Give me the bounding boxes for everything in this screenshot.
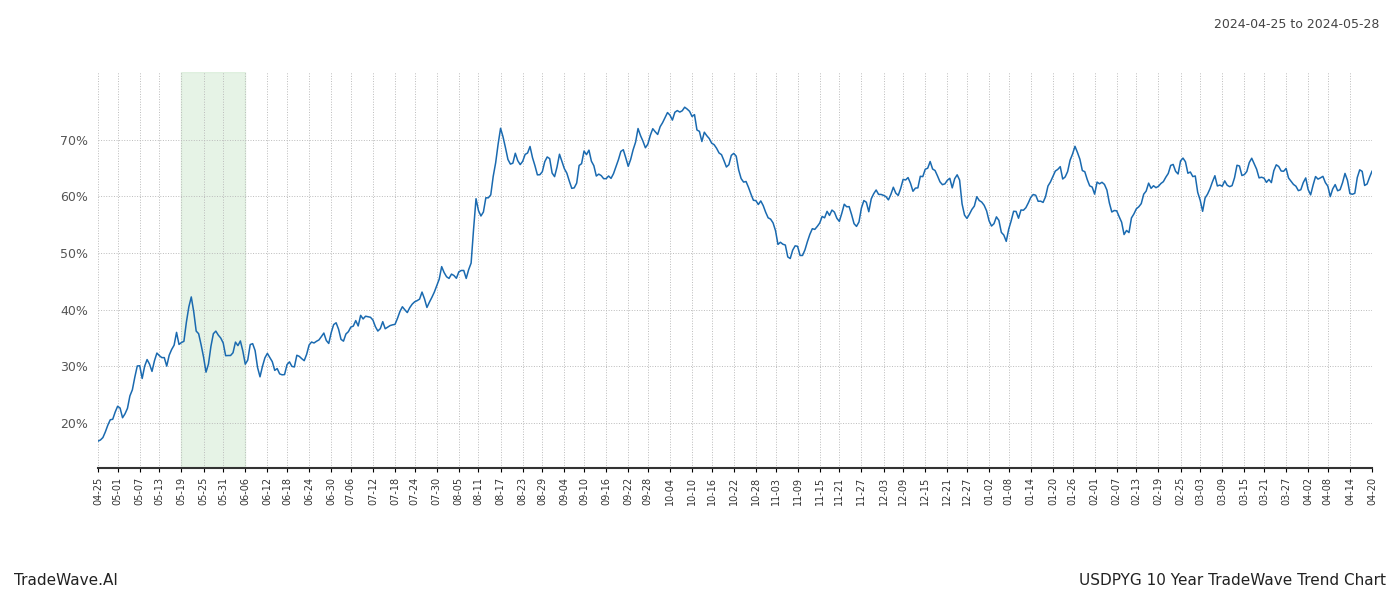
Text: TradeWave.AI: TradeWave.AI [14,573,118,588]
Bar [182,72,245,468]
Text: USDPYG 10 Year TradeWave Trend Chart: USDPYG 10 Year TradeWave Trend Chart [1079,573,1386,588]
Text: 2024-04-25 to 2024-05-28: 2024-04-25 to 2024-05-28 [1214,18,1379,31]
